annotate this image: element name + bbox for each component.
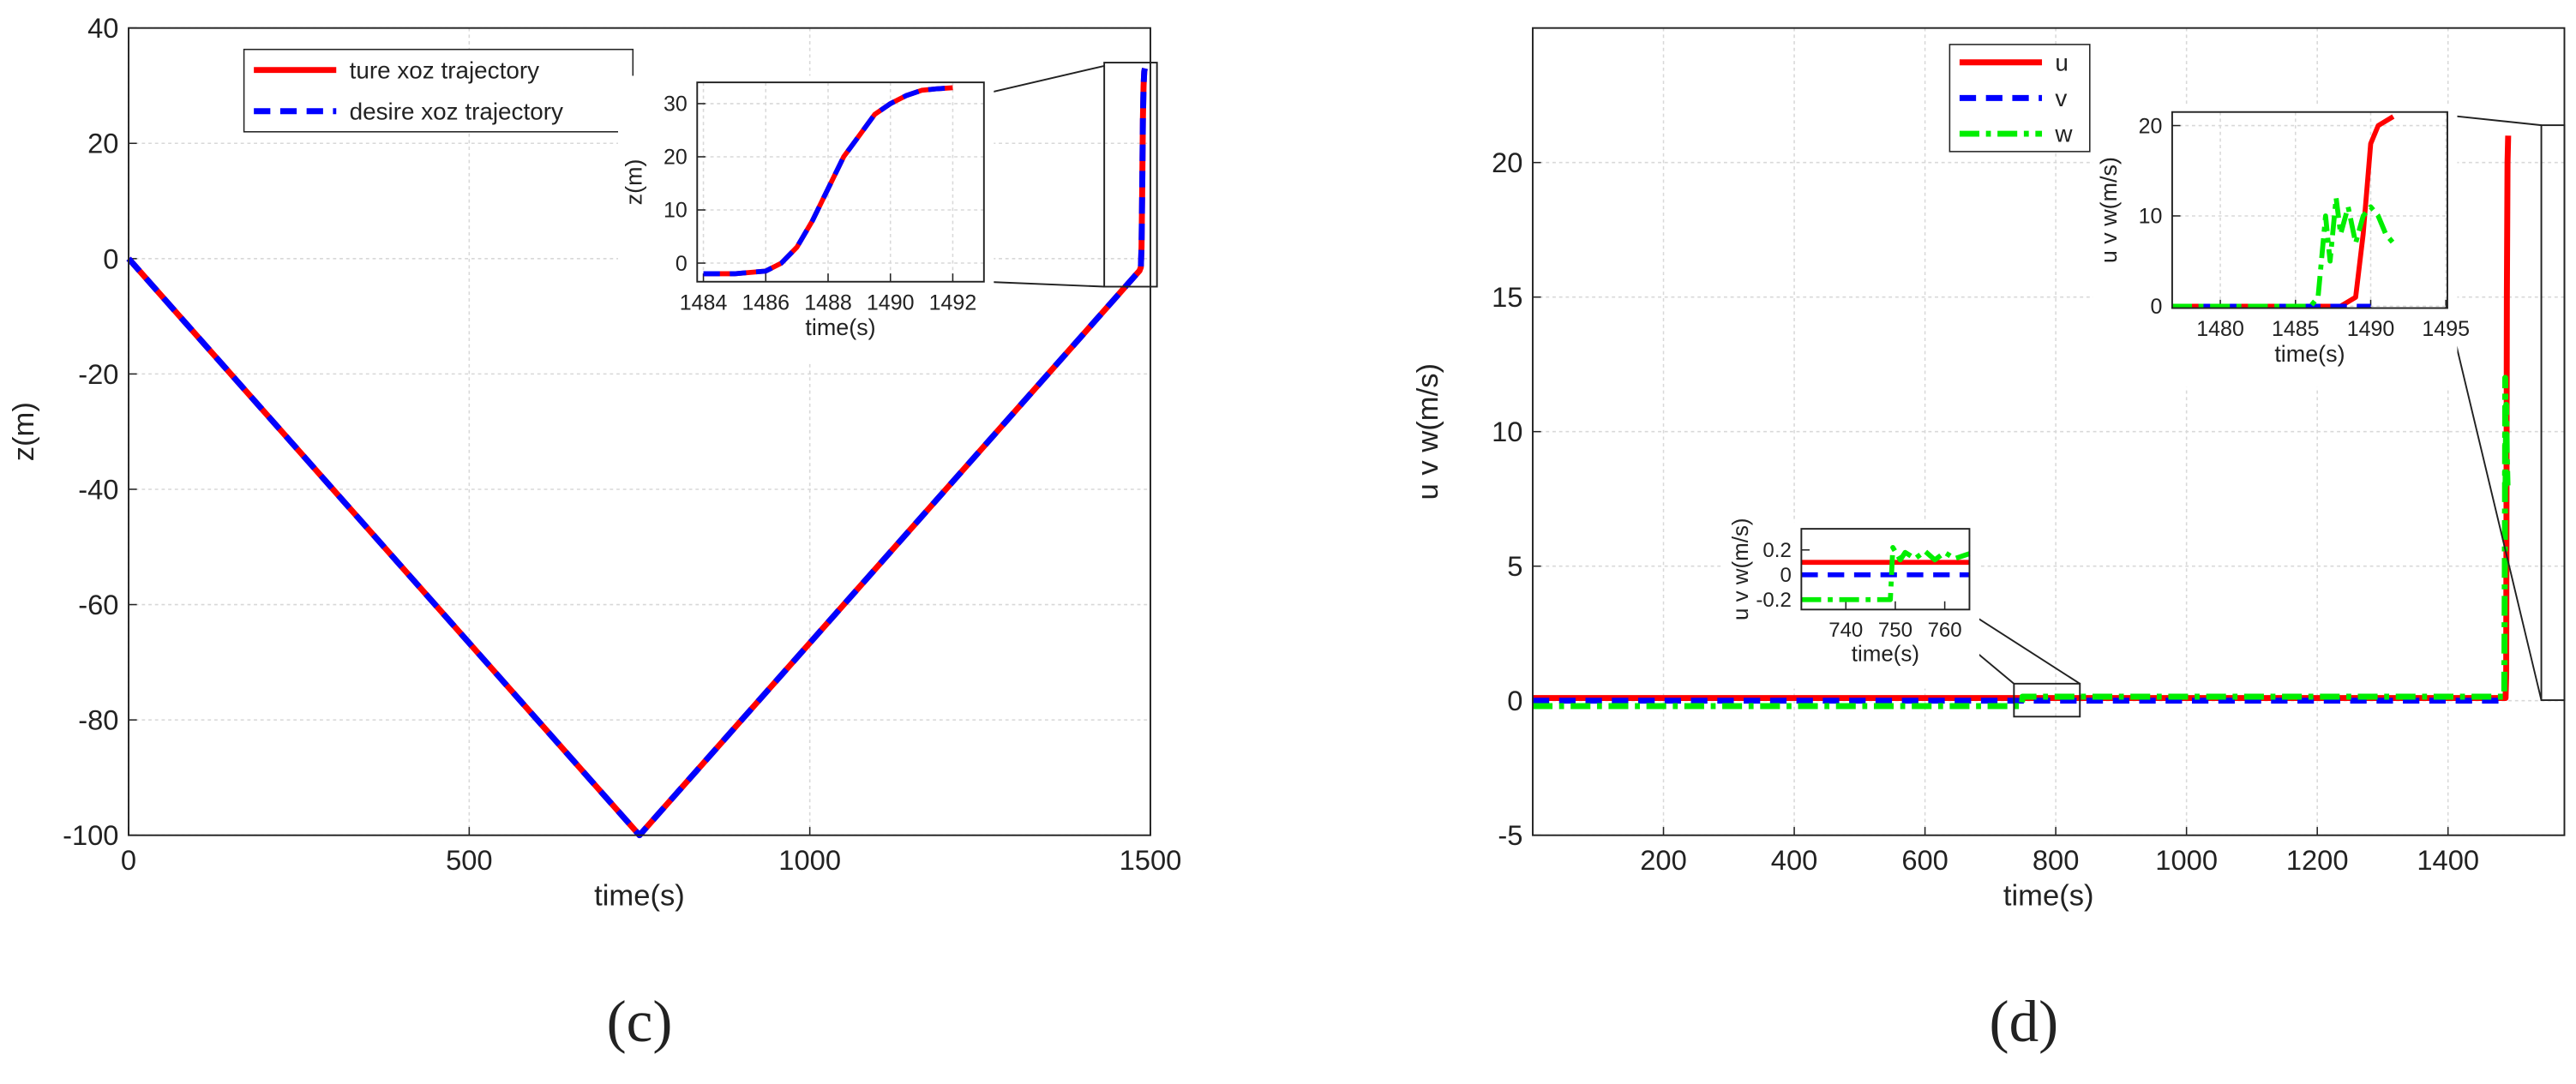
chart: 1484 1486 1488 1490 1492 0 10 20 30 time(s) z(m) [618, 75, 994, 362]
y-tick-label: -0.2 [1756, 589, 1791, 612]
x-tick-label: 1486 [742, 290, 790, 314]
y-axis-label: u v w(m/s) [2096, 157, 2122, 263]
y-axis-label: z(m) [8, 402, 40, 461]
legend-label: v [2055, 85, 2067, 111]
axes-box [2171, 111, 2448, 309]
y-tick-label: 0.2 [1762, 539, 1791, 562]
y-tick-label: 20 [664, 146, 688, 170]
y-axis-label: u v w(m/s) [1412, 363, 1444, 500]
x-tick-label: 1490 [867, 290, 915, 314]
x-tick-label: 1490 [2347, 317, 2395, 341]
x-tick-label: 750 [1878, 619, 1912, 642]
y-tick-label: 5 [1507, 550, 1522, 582]
x-tick-label: 760 [1928, 619, 1962, 642]
chart: 740 750 760 -0.200.2 time(s) u v w(m/s) [1722, 518, 1979, 689]
x-tick-label: 1480 [2196, 317, 2244, 341]
y-axis-label: z(m) [621, 159, 646, 206]
plot-area [2171, 111, 2447, 308]
x-tick-label: 1000 [778, 844, 841, 876]
legend-label: ture xoz trajectory [350, 57, 539, 83]
x-tick-label: 1400 [2417, 844, 2479, 876]
zoom-indicator [2447, 308, 2543, 701]
legend-label: desire xoz trajectory [350, 98, 563, 124]
y-tick-label: 15 [1492, 281, 1522, 313]
plot-area [1801, 529, 1970, 610]
y-tick-label: 10 [2139, 205, 2163, 229]
y-tick-label: 30 [664, 93, 688, 117]
x-axis-label: time(s) [805, 314, 875, 340]
data-line [1801, 544, 1971, 602]
chart: 1480 1485 1490 1495 0 10 20 time(s) u v w(m/s) [2093, 105, 2470, 387]
x-tick-label: 200 [1640, 844, 1687, 876]
axes-box [696, 81, 985, 283]
x-tick-label: 600 [1901, 844, 1949, 876]
zoom-indicator [983, 280, 1105, 288]
legend-box [243, 48, 634, 133]
data-line [2171, 195, 2396, 309]
caption: (d) [1990, 988, 2059, 1054]
y-tick-label: 20 [2139, 114, 2163, 138]
y-axis-label: u v w(m/s) [1729, 518, 1753, 620]
x-axis-label: time(s) [1852, 642, 1919, 666]
x-axis-label: time(s) [2274, 341, 2345, 367]
x-tick-label: 400 [1771, 844, 1818, 876]
y-tick-label: 0 [1780, 564, 1791, 587]
y-tick-label: -80 [78, 704, 118, 736]
zoom-indicator [1968, 612, 2081, 685]
x-tick-label: 0 [121, 844, 136, 876]
y-tick-label: 10 [664, 199, 688, 223]
zoom-indicator [1103, 62, 1158, 288]
y-tick-label: 0 [676, 252, 688, 276]
x-tick-label: 1500 [1120, 844, 1182, 876]
x-tick-label: 1484 [680, 290, 728, 314]
y-tick-label: 0 [2150, 295, 2162, 319]
axes-box [1800, 528, 1971, 611]
x-tick-label: 1488 [804, 290, 852, 314]
x-tick-label: 740 [1828, 619, 1863, 642]
x-tick-label: 1495 [2422, 317, 2470, 341]
x-tick-label: 1200 [2286, 844, 2349, 876]
data-line [703, 85, 953, 277]
y-tick-label: -40 [78, 473, 118, 505]
y-tick-label: 0 [103, 243, 118, 274]
legend-label: u [2055, 49, 2069, 75]
x-tick-label: 1492 [929, 290, 977, 314]
zoom-indicator [983, 64, 1105, 95]
zoom-indicator [2540, 124, 2566, 702]
zoom-indicator [2013, 682, 2081, 718]
data-line [1532, 374, 2511, 710]
x-tick-label: 1485 [2272, 317, 2320, 341]
plot-area [697, 82, 984, 282]
y-tick-label: 10 [1492, 416, 1522, 447]
y-tick-label: 40 [87, 12, 118, 44]
legend-label: w [2054, 121, 2073, 147]
x-tick-label: 500 [446, 844, 493, 876]
x-tick-label: 800 [2033, 844, 2080, 876]
zoom-indicator [2447, 114, 2542, 127]
x-axis-label: time(s) [594, 879, 685, 912]
y-tick-label: -20 [78, 358, 118, 390]
y-tick-label: 20 [1492, 147, 1522, 178]
x-axis-label: time(s) [2003, 879, 2094, 912]
y-tick-label: 20 [87, 128, 118, 159]
data-line [126, 67, 1148, 839]
y-tick-label: 0 [1507, 685, 1522, 716]
axes-box [128, 27, 1151, 836]
y-tick-label: -100 [63, 819, 118, 851]
x-tick-label: 1000 [2155, 844, 2218, 876]
caption: (c) [607, 988, 673, 1054]
y-tick-label: -5 [1498, 819, 1522, 851]
y-tick-label: -60 [78, 589, 118, 620]
